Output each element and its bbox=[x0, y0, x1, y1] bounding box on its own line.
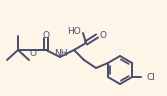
Text: O: O bbox=[30, 48, 37, 58]
Text: O: O bbox=[99, 31, 106, 39]
Text: Cl: Cl bbox=[146, 72, 155, 82]
Text: HO: HO bbox=[67, 27, 81, 36]
Text: NH: NH bbox=[54, 50, 68, 58]
Text: O: O bbox=[42, 31, 49, 39]
